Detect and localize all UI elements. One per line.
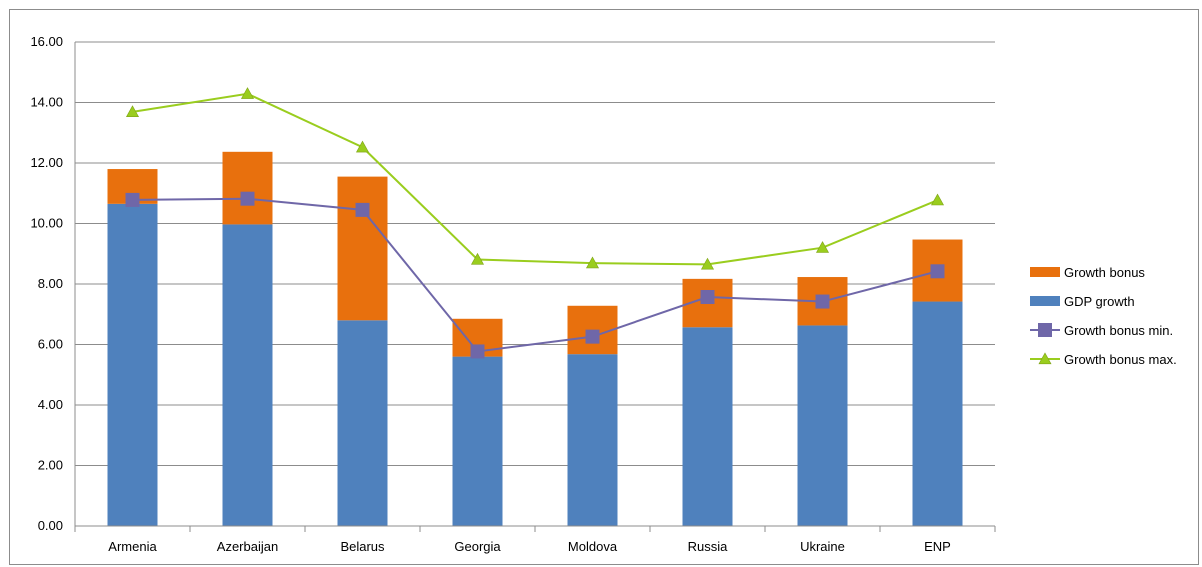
bar-gdp-growth [222,224,273,526]
legend-marker [1038,323,1052,337]
bar-gdp-growth [452,356,503,526]
y-axis: 0.00 2.00 4.00 6.00 8.00 10.00 12.00 14.00 16.00 [30,34,76,533]
legend-item: Growth bonus max. [1030,352,1177,367]
bar-gdp-growth [337,320,388,526]
triangle-marker [815,241,830,253]
lines [125,87,945,359]
x-tick-label: Ukraine [800,539,845,554]
legend-label: GDP growth [1064,294,1135,309]
square-marker [355,202,370,217]
legend-label: Growth bonus [1064,265,1145,280]
square-marker [240,191,255,206]
bar-growth-bonus [337,176,388,321]
bar-growth-bonus [222,151,273,225]
square-marker [700,290,715,305]
line-growth-bonus-max [132,92,938,266]
legend-label: Growth bonus min. [1064,323,1173,338]
legend-item: Growth bonus [1030,265,1145,280]
y-tick-label: 6.00 [38,337,63,352]
triangle-marker [355,140,370,153]
legend-swatch [1030,296,1060,306]
triangle-marker [930,193,945,206]
square-marker [585,329,600,344]
gridlines [75,41,995,527]
legend-item: GDP growth [1030,294,1135,309]
triangle-marker [125,105,140,117]
y-tick-label: 4.00 [38,397,63,412]
triangle-marker [470,252,485,265]
y-tick-label: 12.00 [30,155,63,170]
y-tick-label: 14.00 [30,95,63,110]
legend-item: Growth bonus min. [1030,323,1173,338]
line-growth-bonus-min [132,197,938,353]
triangle-marker [700,257,715,270]
x-tick-label: Russia [688,539,729,554]
bar-gdp-growth [567,354,618,526]
square-marker [125,192,140,207]
y-tick-label: 8.00 [38,276,63,291]
bar-gdp-growth [107,203,158,526]
y-tick-label: 10.00 [30,216,63,231]
legend-swatch [1030,267,1060,277]
bar-gdp-growth [682,327,733,526]
y-tick-label: 0.00 [38,518,63,533]
x-tick-label: ENP [924,539,951,554]
bar-gdp-growth [912,301,963,526]
x-tick-label: Armenia [108,539,157,554]
bar-gdp-growth [797,325,848,526]
x-tick-label: Azerbaijan [217,539,278,554]
x-axis: Armenia Azerbaijan Belarus Georgia Moldova Ru… [74,525,996,554]
square-marker [815,294,830,309]
legend-label: Growth bonus max. [1064,352,1177,367]
bars [107,151,963,526]
triangle-marker [240,87,255,99]
x-tick-label: Georgia [454,539,501,554]
triangle-marker [585,256,600,269]
legend: Growth bonus GDP growth Growth bonus min. G… [1030,265,1177,367]
square-marker [930,264,945,279]
y-tick-label: 16.00 [30,34,63,49]
square-marker [470,344,485,359]
x-tick-label: Belarus [340,539,385,554]
x-tick-label: Moldova [568,539,618,554]
legend-marker [1038,352,1052,365]
y-tick-label: 2.00 [38,458,63,473]
